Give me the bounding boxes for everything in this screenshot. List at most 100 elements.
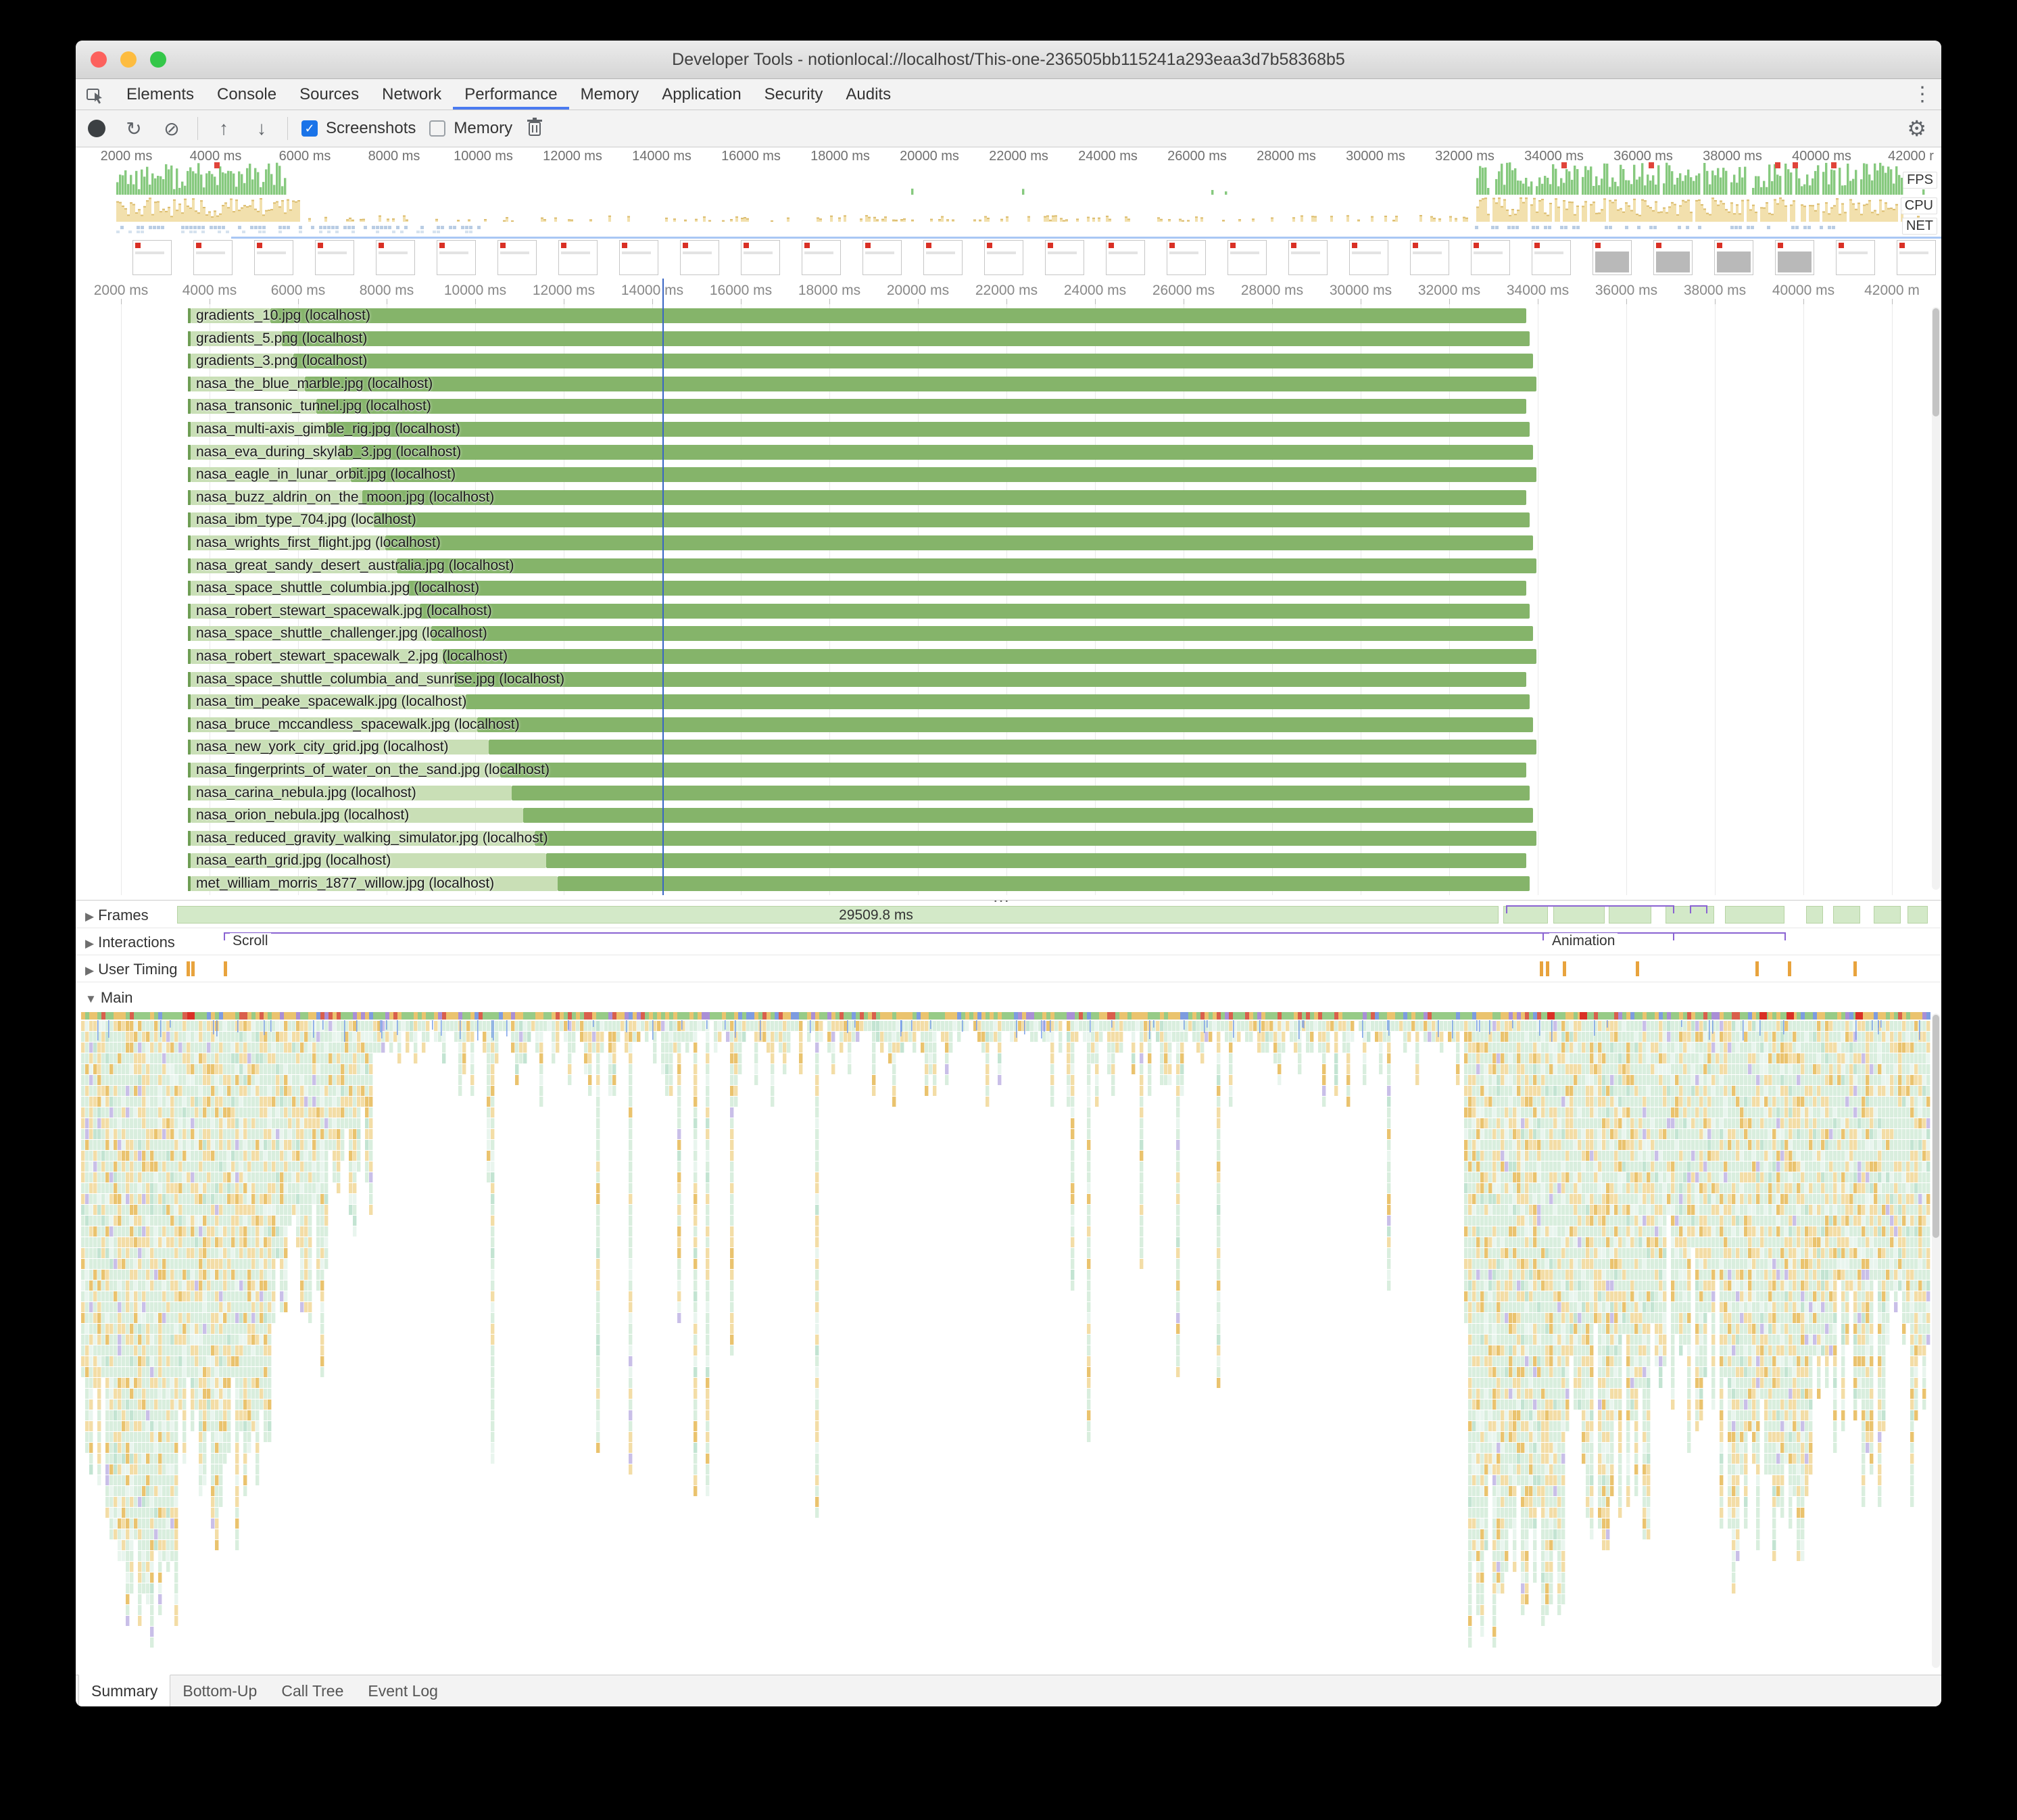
screenshot-thumbnail[interactable]: [862, 240, 902, 275]
tab-network[interactable]: Network: [382, 85, 442, 103]
screenshot-thumbnail[interactable]: [376, 240, 415, 275]
user-timing-marker[interactable]: [187, 961, 190, 976]
frame-segment[interactable]: [1833, 906, 1860, 924]
network-request-row[interactable]: nasa_new_york_city_grid.jpg (localhost): [76, 736, 1941, 758]
screenshot-thumbnail[interactable]: [254, 240, 293, 275]
flame-scrollbar[interactable]: [1932, 1013, 1940, 1668]
network-request-row[interactable]: nasa_multi-axis_gimble_rig.jpg (localhos…: [76, 418, 1941, 440]
network-request-row[interactable]: nasa_robert_stewart_spacewalk_2.jpg (loc…: [76, 645, 1941, 667]
inspect-element-icon[interactable]: [76, 79, 115, 110]
frames-track[interactable]: ▶ Frames 29509.8 ms: [76, 903, 1941, 928]
network-request-row[interactable]: nasa_tim_peake_spacewalk.jpg (localhost): [76, 690, 1941, 713]
screenshot-thumbnail[interactable]: [1897, 240, 1936, 275]
chevron-down-icon[interactable]: ▼: [85, 992, 97, 1005]
details-tab-bottom-up[interactable]: Bottom-Up: [183, 1682, 258, 1700]
user-timing-marker[interactable]: [191, 961, 195, 976]
screenshot-thumbnail[interactable]: [680, 240, 719, 275]
details-tab-event-log[interactable]: Event Log: [368, 1682, 438, 1700]
frame-segment[interactable]: [1874, 906, 1901, 924]
screenshot-thumbnail[interactable]: [558, 240, 598, 275]
close-window-button[interactable]: [91, 51, 107, 68]
network-request-row[interactable]: nasa_orion_nebula.jpg (localhost): [76, 804, 1941, 826]
user-timing-track-label[interactable]: ▶ User Timing: [81, 960, 182, 979]
screenshot-thumbnail[interactable]: [1410, 240, 1449, 275]
record-icon[interactable]: [88, 120, 105, 137]
user-timing-track[interactable]: ▶ User Timing: [76, 957, 1941, 982]
tab-performance[interactable]: Performance: [453, 79, 568, 110]
network-request-row[interactable]: gradients_10.jpg (localhost): [76, 304, 1941, 327]
user-timing-marker[interactable]: [1546, 961, 1549, 976]
chevron-right-icon[interactable]: ▶: [85, 910, 95, 923]
user-timing-marker[interactable]: [1755, 961, 1759, 976]
frame-segment[interactable]: [1725, 906, 1784, 924]
screenshot-thumbnail[interactable]: [1532, 240, 1571, 275]
screenshot-thumbnail[interactable]: [1106, 240, 1145, 275]
user-timing-marker[interactable]: [1853, 961, 1857, 976]
tab-console[interactable]: Console: [217, 85, 277, 103]
tab-memory[interactable]: Memory: [580, 85, 639, 103]
screenshot-thumbnail[interactable]: [315, 240, 354, 275]
network-request-row[interactable]: met_william_morris_1877_willow.jpg (loca…: [76, 872, 1941, 894]
frame-segment[interactable]: [1907, 906, 1928, 924]
screenshot-thumbnail[interactable]: [1167, 240, 1206, 275]
chevron-right-icon[interactable]: ▶: [85, 964, 95, 977]
network-overflow-indicator[interactable]: …: [992, 886, 1011, 906]
save-profile-icon[interactable]: ↓: [257, 118, 266, 139]
screenshot-thumbnail[interactable]: [984, 240, 1023, 275]
screenshot-thumbnail[interactable]: [1349, 240, 1388, 275]
network-request-row[interactable]: nasa_eagle_in_lunar_orbit.jpg (localhost…: [76, 463, 1941, 485]
network-request-row[interactable]: nasa_ibm_type_704.jpg (localhost): [76, 508, 1941, 531]
network-request-row[interactable]: nasa_earth_grid.jpg (localhost): [76, 849, 1941, 871]
timeline-overview[interactable]: 2000 ms 4000 ms 6000 ms 8000 ms 10000 ms 1200…: [76, 147, 1941, 237]
screenshot-thumbnail[interactable]: [619, 240, 658, 275]
network-request-row[interactable]: nasa_space_shuttle_challenger.jpg (local…: [76, 622, 1941, 644]
screenshot-thumbnail[interactable]: [1593, 240, 1632, 275]
network-request-row[interactable]: nasa_wrights_first_flight.jpg (localhost…: [76, 531, 1941, 554]
more-options-icon[interactable]: ⋮: [1912, 83, 1933, 105]
flame-scrollbar-thumb[interactable]: [1933, 1015, 1939, 1238]
tab-security[interactable]: Security: [764, 85, 823, 103]
screenshot-thumbnail[interactable]: [923, 240, 963, 275]
interactions-track[interactable]: ▶ Interactions Scroll Animation: [76, 930, 1941, 955]
network-request-row[interactable]: nasa_eva_during_skylab_3.jpg (localhost): [76, 441, 1941, 463]
screenshot-thumbnail[interactable]: [1775, 240, 1814, 275]
screenshot-thumbnail[interactable]: [1714, 240, 1753, 275]
user-timing-marker[interactable]: [224, 961, 227, 976]
maximize-window-button[interactable]: [150, 51, 166, 68]
network-request-row[interactable]: nasa_transonic_tunnel.jpg (localhost): [76, 395, 1941, 417]
minimize-window-button[interactable]: [120, 51, 137, 68]
network-request-row[interactable]: gradients_3.png (localhost): [76, 350, 1941, 372]
network-request-row[interactable]: gradients_5.png (localhost): [76, 327, 1941, 350]
main-flame-chart[interactable]: [76, 1012, 1941, 1671]
network-request-row[interactable]: nasa_great_sandy_desert_australia.jpg (l…: [76, 554, 1941, 577]
screenshot-thumbnail[interactable]: [437, 240, 476, 275]
details-tab-summary[interactable]: Summary: [78, 1675, 171, 1706]
screenshot-thumbnail[interactable]: [1653, 240, 1693, 275]
reload-profile-icon[interactable]: ↻: [126, 118, 142, 139]
tab-application[interactable]: Application: [662, 85, 742, 103]
tab-elements[interactable]: Elements: [126, 85, 195, 103]
network-scrollbar-thumb[interactable]: [1933, 308, 1939, 416]
network-request-row[interactable]: nasa_robert_stewart_spacewalk.jpg (local…: [76, 600, 1941, 622]
screenshot-thumbnail[interactable]: [1836, 240, 1875, 275]
network-request-row[interactable]: nasa_space_shuttle_columbia_and_sunrise.…: [76, 668, 1941, 690]
garbage-collect-icon[interactable]: [525, 116, 545, 141]
tab-sources[interactable]: Sources: [299, 85, 360, 103]
chevron-right-icon[interactable]: ▶: [85, 937, 95, 950]
memory-checkbox[interactable]: [429, 120, 446, 137]
settings-gear-icon[interactable]: ⚙: [1907, 116, 1926, 141]
network-request-row[interactable]: nasa_carina_nebula.jpg (localhost): [76, 782, 1941, 804]
screenshot-thumbnail[interactable]: [497, 240, 537, 275]
main-track[interactable]: ▼ Main: [76, 986, 1941, 1009]
screenshot-thumbnail[interactable]: [741, 240, 780, 275]
frame-segment[interactable]: [1503, 906, 1548, 924]
clear-icon[interactable]: ⊘: [164, 118, 180, 139]
screenshot-thumbnail[interactable]: [1471, 240, 1510, 275]
tab-audits[interactable]: Audits: [846, 85, 892, 103]
main-track-label[interactable]: ▼ Main: [81, 988, 137, 1007]
frame-segment[interactable]: [1806, 906, 1823, 924]
screenshot-thumbnail[interactable]: [132, 240, 172, 275]
load-profile-icon[interactable]: ↑: [219, 118, 228, 139]
network-request-row[interactable]: nasa_reduced_gravity_walking_simulator.j…: [76, 827, 1941, 849]
user-timing-marker[interactable]: [1563, 961, 1566, 976]
